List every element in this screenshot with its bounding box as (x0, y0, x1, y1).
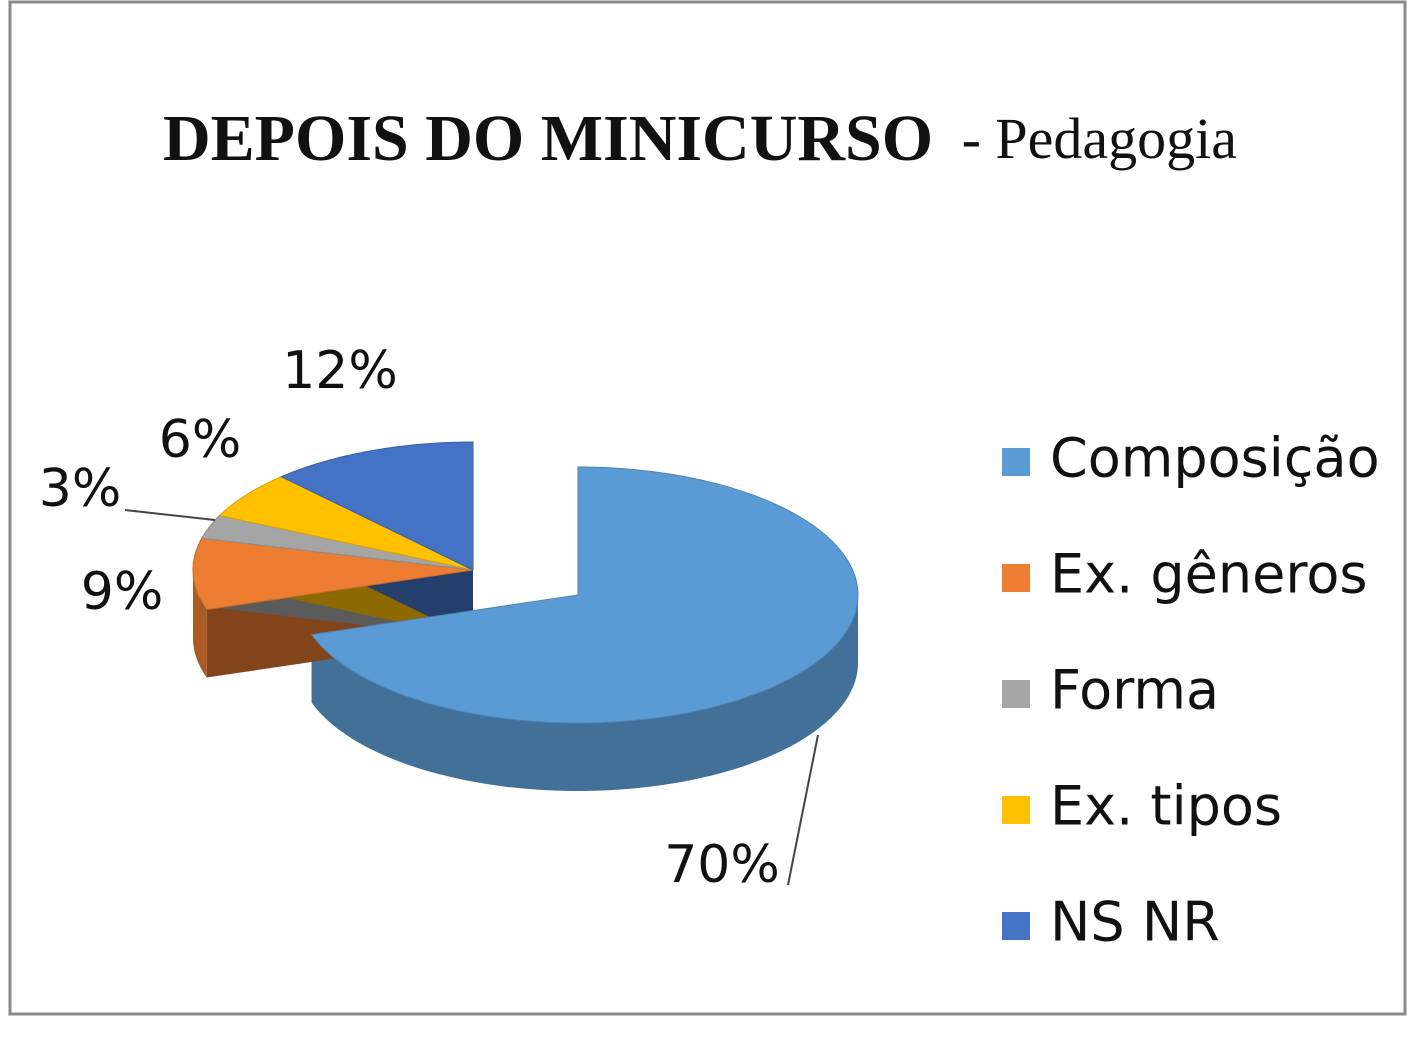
pie-slice (192, 537, 474, 611)
pie-slice (200, 514, 474, 571)
slice-side (311, 595, 858, 791)
data-label: 12% (282, 341, 398, 401)
legend-label: Forma (1050, 659, 1219, 722)
leader-line (787, 734, 819, 886)
slice-side (193, 570, 207, 678)
leader-line (124, 509, 216, 521)
data-label: 6% (159, 410, 242, 470)
legend-swatch (1002, 796, 1030, 824)
legend-label: NS NR (1050, 891, 1220, 954)
legend-label: Ex. gêneros (1050, 543, 1368, 606)
pie-slice (280, 441, 474, 571)
legend-swatch (1002, 680, 1030, 708)
legend-swatch (1002, 564, 1030, 592)
pie-slice (218, 476, 474, 571)
data-label: 70% (664, 835, 780, 895)
legend-label: Composição (1050, 427, 1380, 490)
data-label: 9% (81, 562, 164, 622)
pie-slice (310, 466, 859, 724)
chart-title: DEPOIS DO MINICURSO (163, 102, 933, 175)
pie (192, 441, 859, 791)
data-label: 3% (39, 459, 122, 519)
legend: Composição Ex. gêneros Forma Ex. tipos NS NR (1002, 427, 1380, 954)
chart-subtitle: - Pedagogia (962, 106, 1237, 171)
chart-heading: DEPOIS DO MINICURSO - Pedagogia (163, 102, 1237, 175)
legend-label: Ex. tipos (1050, 775, 1282, 838)
legend-swatch (1002, 912, 1030, 940)
legend-swatch (1002, 448, 1030, 476)
